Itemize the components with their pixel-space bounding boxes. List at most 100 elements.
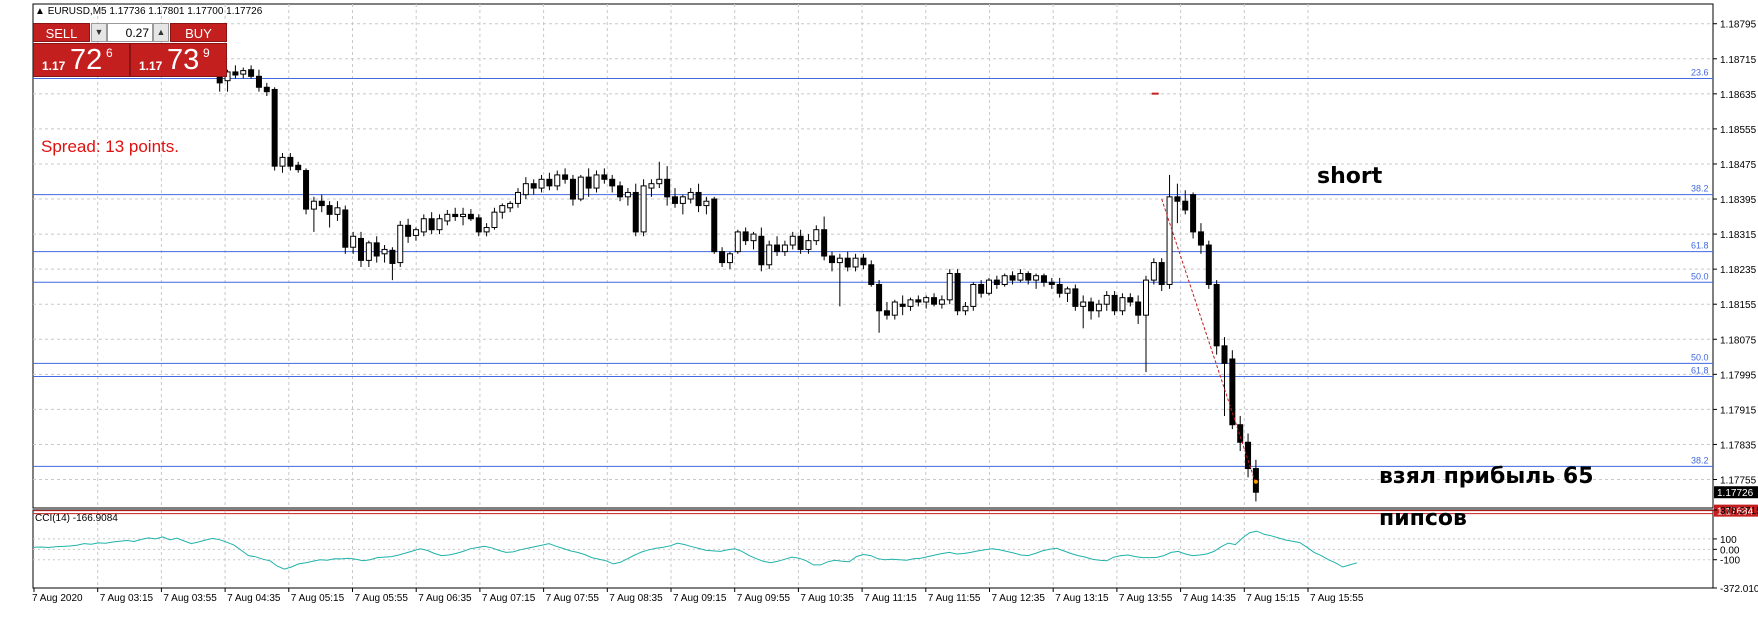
price-tick-label: 1.17995 [1720,370,1757,381]
candle-body [978,283,985,294]
trade-lines [33,92,1713,515]
price-tick-label: 1.18715 [1720,55,1757,66]
candle [1048,277,1055,289]
candle [970,282,977,311]
candle [907,297,914,311]
candle [1095,299,1102,318]
lot-size-input[interactable] [107,23,153,42]
fib-level-label: 50.0 [1691,271,1709,281]
candle [365,240,372,267]
candle [577,174,584,202]
cci-tick-label: 378.2715 [1720,506,1758,517]
candle-body [687,191,694,200]
candle-body [279,156,286,167]
candle-body [1111,294,1118,312]
fibonacci-levels[interactable]: 23.6 38.2 61.8 50.0 50.0 61.8 38.2 [33,68,1713,467]
candle-body [491,211,498,229]
candle [993,275,1000,289]
time-tick-label: 7 Aug 07:55 [546,593,600,604]
sell-button[interactable]: SELL [33,23,90,42]
candle [499,203,506,219]
candle-body [1197,231,1204,246]
candle [1072,284,1079,311]
candle [1190,192,1197,239]
price-tick-label: 1.18155 [1720,300,1757,311]
annotation-profit[interactable]: взял прибыль 65 [1379,464,1594,489]
time-tick-label: 7 Aug 13:15 [1055,593,1109,604]
buy-price-prefix: 1.17 [139,59,163,73]
bid-price-box [1714,486,1758,499]
candle [1025,271,1032,285]
candle [797,229,804,254]
candle-body [797,235,804,250]
candle [287,153,294,171]
candle-body [232,71,239,76]
annotation-pips[interactable]: пипсов [1379,506,1467,531]
candle [334,201,341,221]
candle-body [1166,196,1173,285]
candle [475,214,482,237]
candle-body [711,198,718,253]
candle [813,225,820,246]
candle-body [601,174,608,180]
fib-level-label: 23.6 [1691,68,1709,78]
cci-indicator [33,530,1713,570]
candle [1009,271,1016,285]
candle [1237,415,1244,452]
candle-body [726,253,733,264]
sell-price[interactable]: 1.17 72 6 [33,43,130,77]
candle-body [876,283,883,312]
fib-level-label: 38.2 [1691,184,1709,194]
candle [460,207,467,226]
candle [1088,297,1095,320]
annotation-short[interactable]: short [1317,164,1383,189]
candle-body [436,218,443,231]
ask-price-label: 1.17684 [1717,507,1754,518]
candle [719,247,726,267]
candle [569,174,576,206]
candle-body [609,178,616,187]
candle [530,179,537,195]
candle-body [679,196,686,204]
candle [766,240,773,270]
time-tick-label: 7 Aug 04:35 [227,593,281,604]
cci-tick-label: -100 [1720,556,1740,567]
candle [672,188,678,208]
lot-decrease-icon[interactable]: ▼ [91,23,107,42]
candle [593,170,600,193]
candle-body [1103,294,1110,305]
candle-body [389,249,396,264]
candle-body [1001,275,1008,285]
candle-body [1119,297,1126,312]
candle-body [405,224,412,237]
candle [326,201,333,228]
candle-body [342,209,349,248]
candle [852,253,859,272]
candle-body [1127,297,1134,303]
price-tick-label: 1.18075 [1720,335,1757,346]
candle [805,234,812,254]
candle [232,65,239,79]
candle-body [475,217,482,233]
candle-body [452,213,459,218]
candle-body [781,244,788,253]
main-chart-frame [32,3,1714,509]
candle-body [554,174,561,187]
candle-body [412,229,419,236]
candle-body [1017,273,1024,281]
candle [1197,223,1204,254]
buy-price[interactable]: 1.17 73 9 [130,43,227,77]
candle [412,227,419,241]
candle-body [381,248,388,255]
candle-body [287,156,294,167]
lot-increase-icon[interactable]: ▲ [153,23,169,42]
buy-button[interactable]: BUY [170,23,227,42]
price-tick-label: 1.18635 [1720,90,1757,101]
candle [687,188,694,204]
candle-body [373,242,380,257]
candle-body [962,305,969,312]
collapse-triangle-icon[interactable]: ▲ [35,6,45,17]
candle [829,251,835,272]
candle-body [334,207,341,215]
